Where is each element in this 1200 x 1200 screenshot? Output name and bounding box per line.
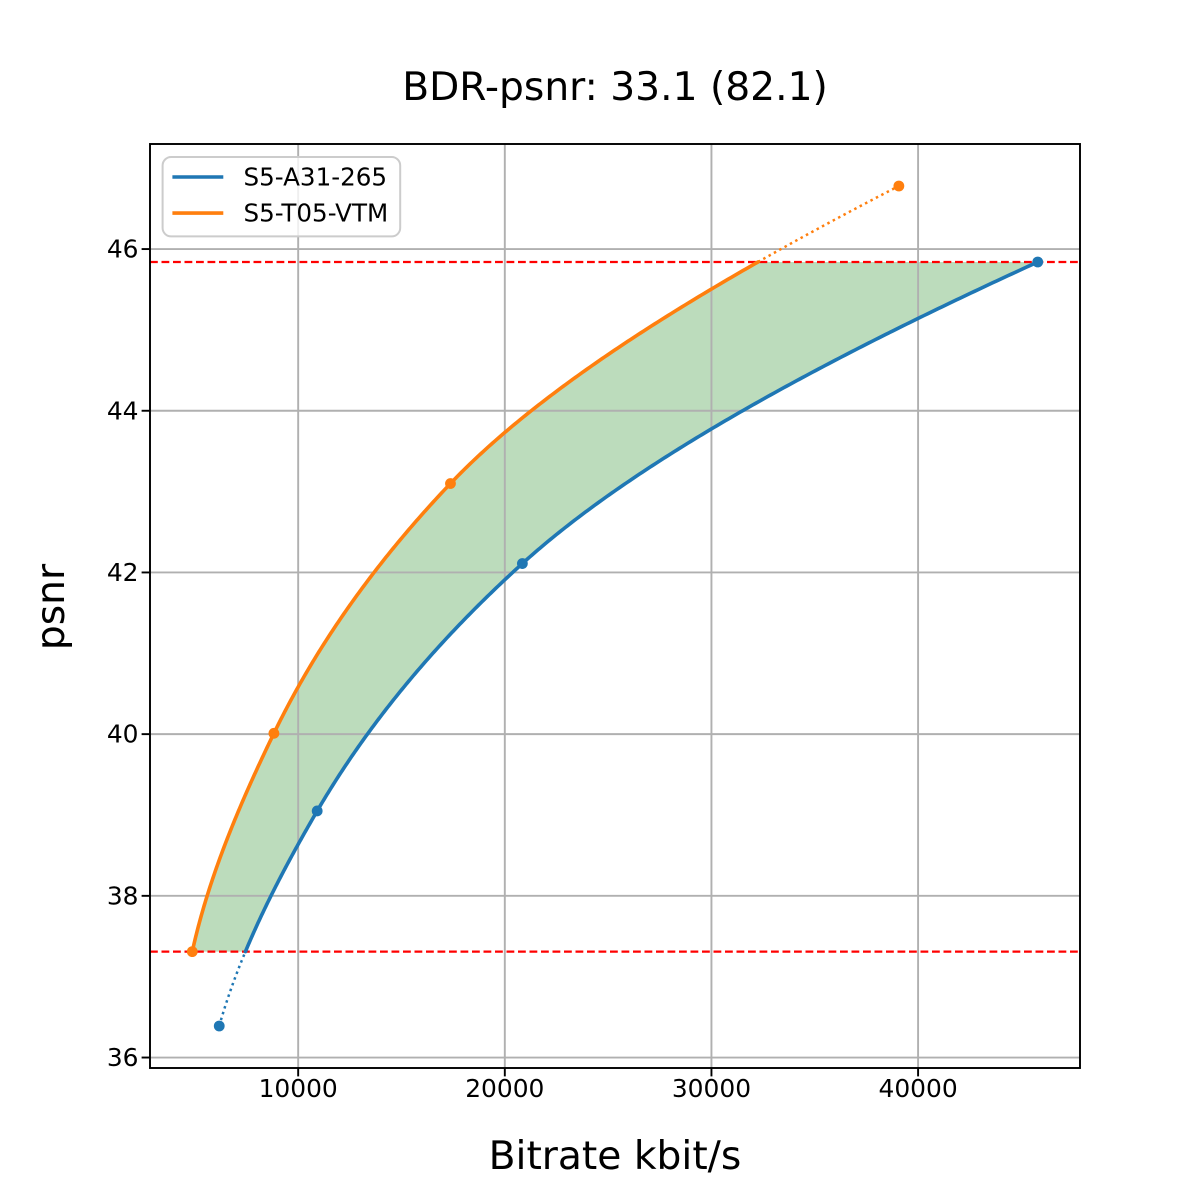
rd-curves-group [190, 184, 1040, 1027]
marker-S5-T05-VTM [268, 727, 280, 739]
tick-label-x-30000: 30000 [672, 1074, 751, 1103]
tick-label-x-10000: 10000 [259, 1074, 338, 1103]
curve-dotted-lower-S5-A31-265 [218, 951, 247, 1027]
marker-S5-A31-265 [1032, 256, 1044, 268]
legend-label-S5-A31-265: S5-A31-265 [244, 163, 388, 192]
tick-label-y-42: 42 [107, 558, 139, 587]
data-point-markers-group [186, 180, 1044, 1032]
marker-S5-A31-265 [311, 805, 323, 817]
grid-group [150, 144, 1080, 1068]
legend: S5-A31-265 S5-T05-VTM [161, 156, 402, 238]
tick-label-y-40: 40 [107, 720, 139, 749]
marker-S5-T05-VTM [445, 478, 456, 489]
curve-solid-S5-A31-265 [243, 260, 1040, 954]
curve-solid-S5-T05-VTM [190, 260, 760, 954]
psnr-bound-lines-group [150, 260, 1080, 953]
marker-S5-T05-VTM [893, 180, 905, 192]
x-axis-label: Bitrate kbit/s [489, 1134, 742, 1179]
marker-S5-A31-265 [516, 558, 528, 569]
tick-label-y-46: 46 [107, 235, 139, 264]
chart-title: BDR-psnr: 33.1 (82.1) [402, 65, 828, 110]
axes-spines-group [149, 143, 1081, 1069]
y-axis-label: psnr [29, 563, 74, 650]
tick-marks-group [141, 248, 920, 1077]
marker-S5-A31-265 [213, 1020, 225, 1032]
axes-spines [149, 143, 1081, 1069]
tick-label-x-20000: 20000 [465, 1074, 544, 1103]
tick-label-y-38: 38 [107, 881, 139, 910]
marker-S5-T05-VTM [186, 946, 198, 958]
tick-label-y-44: 44 [107, 396, 139, 425]
tick-label-x-40000: 40000 [878, 1074, 957, 1103]
curve-dotted-upper-S5-T05-VTM [757, 184, 900, 264]
legend-label-S5-T05-VTM: S5-T05-VTM [244, 199, 389, 228]
tick-labels-group: 10000 20000 30000 40000 36 38 40 42 44 46 [107, 235, 958, 1103]
tick-label-y-36: 36 [107, 1043, 139, 1072]
